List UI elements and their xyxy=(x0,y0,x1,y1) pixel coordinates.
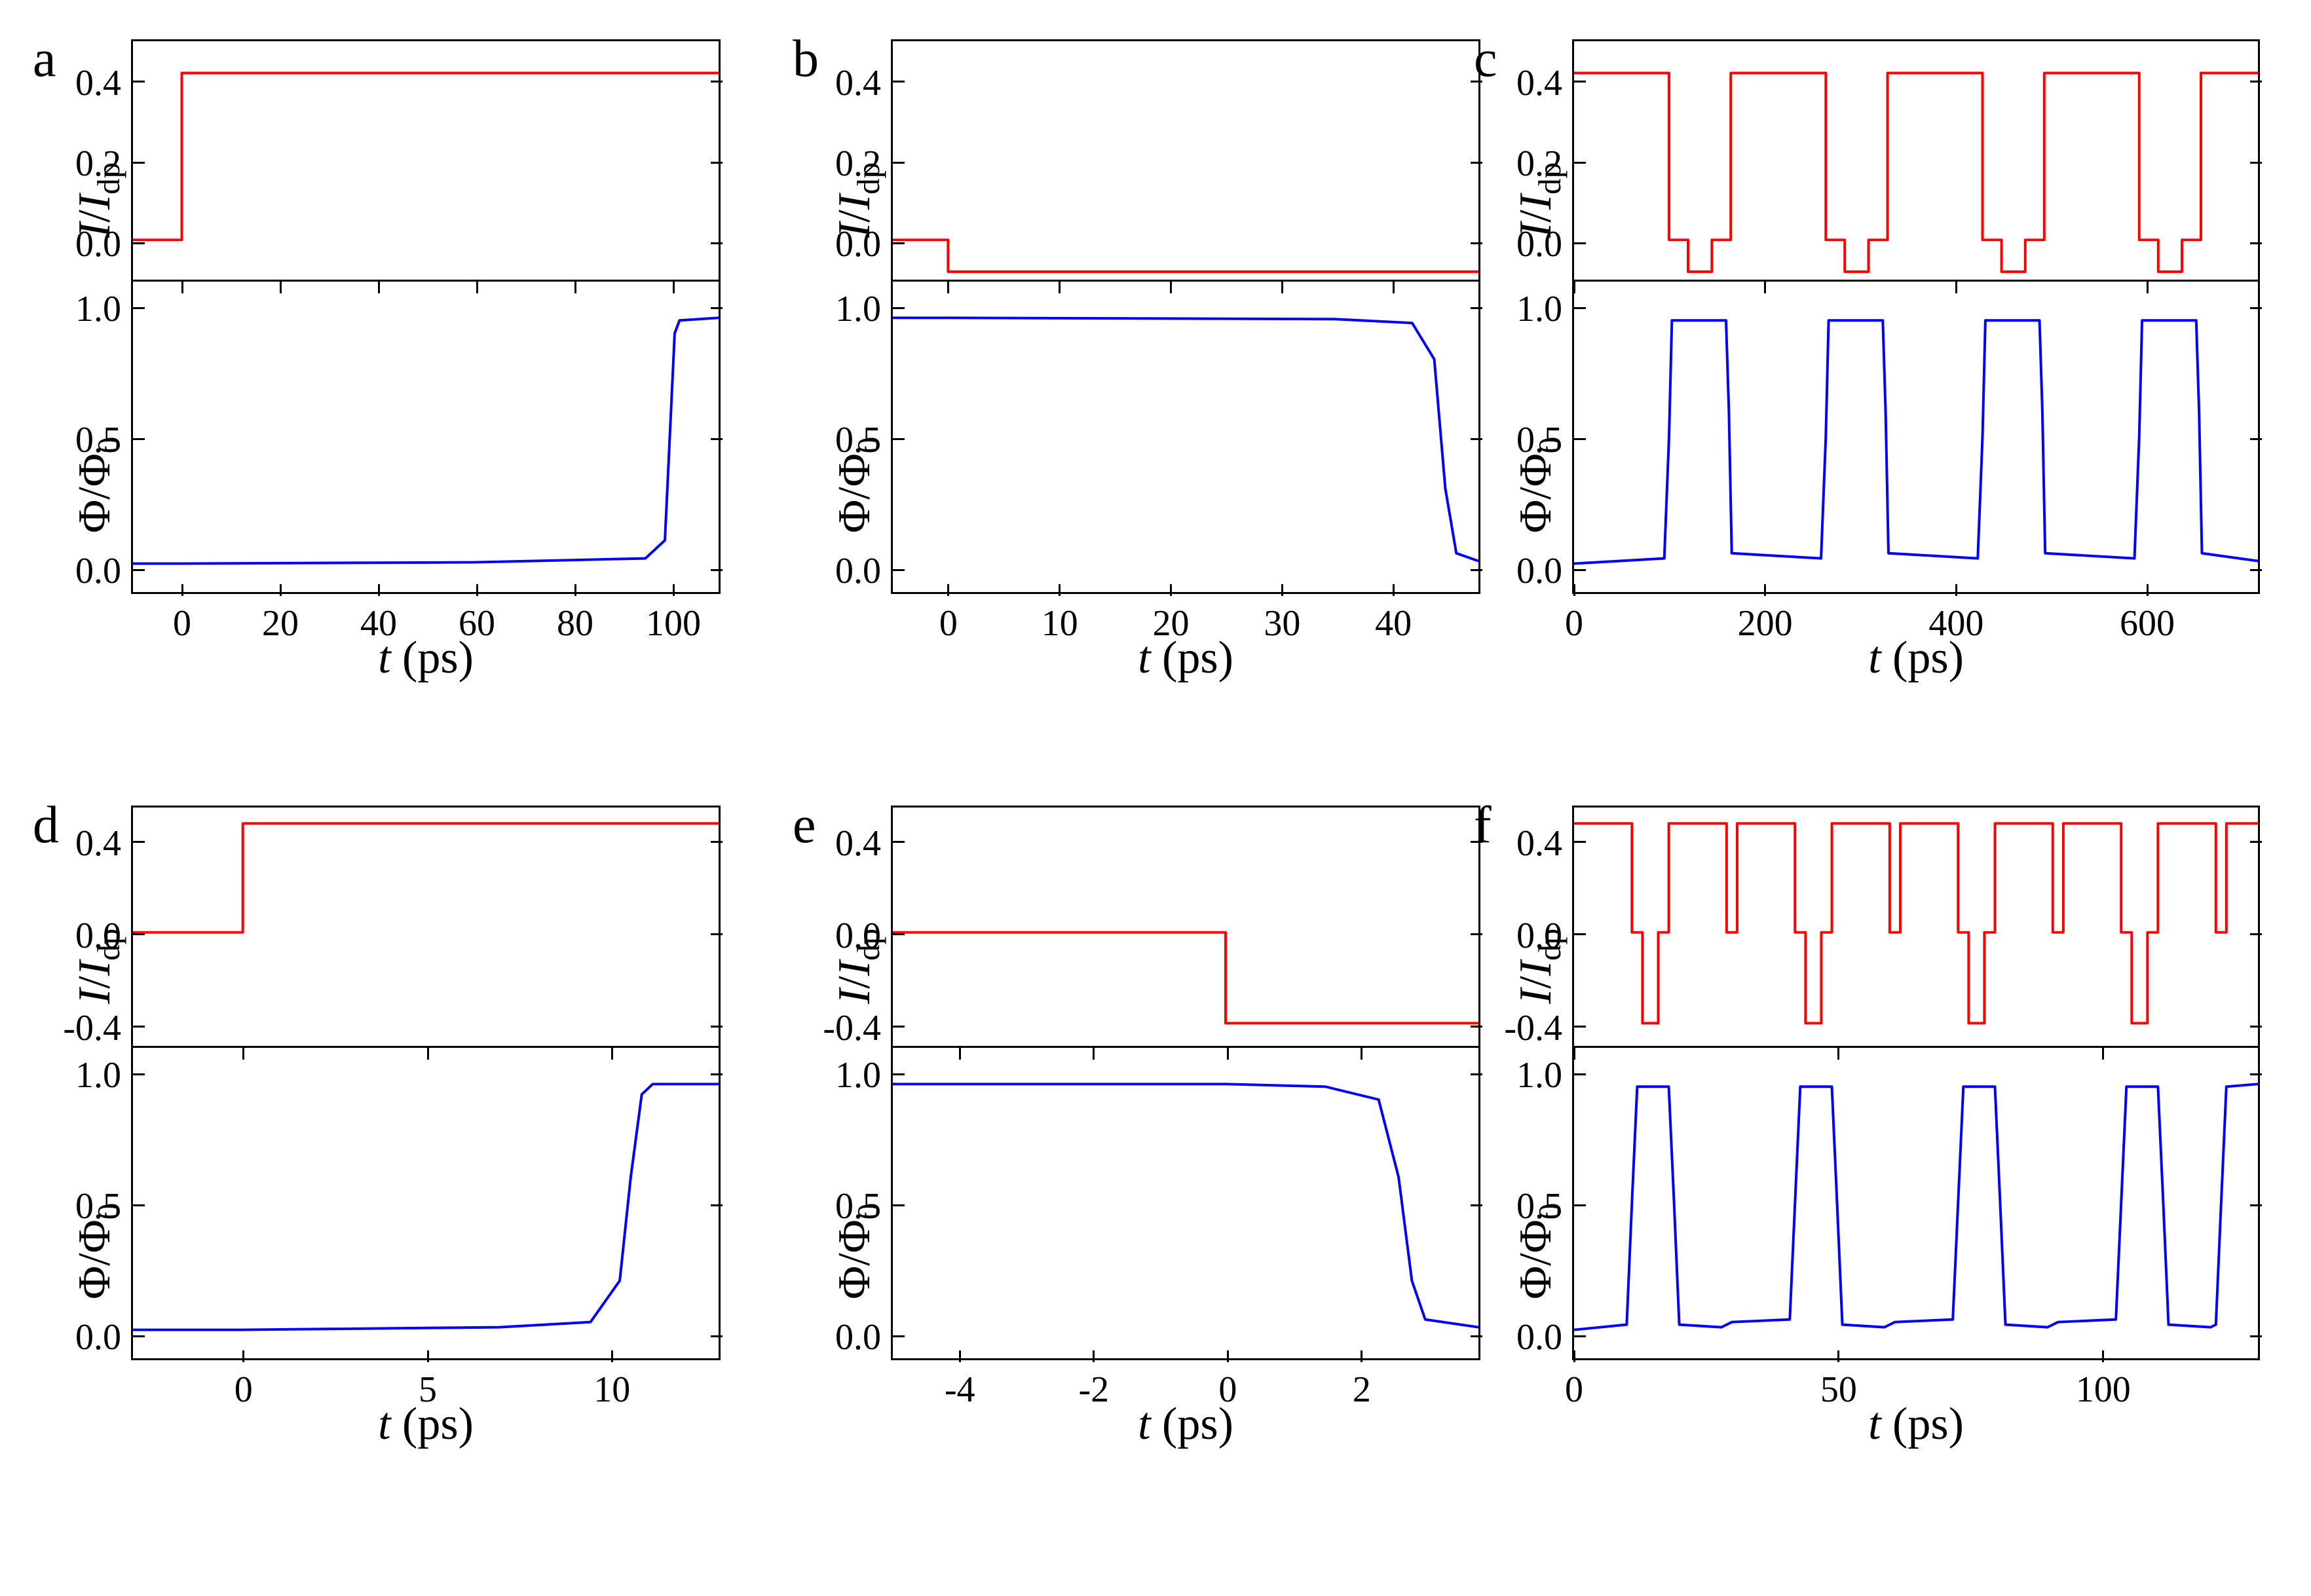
ytick-label: 0.0 xyxy=(789,1316,881,1358)
ylabel-bot-d: Φ/Φ0 xyxy=(69,1204,127,1299)
ytick-label: 1.0 xyxy=(29,1054,121,1096)
plot-bot-e: 0.00.51.0-4-202 xyxy=(891,1046,1480,1360)
ylabel-top-e: I/Idp xyxy=(829,929,887,1004)
ylabel-bot-e: Φ/Φ0 xyxy=(829,1204,887,1299)
ytick-label: 1.0 xyxy=(29,288,121,330)
plot-top-c: 0.00.20.4 xyxy=(1572,39,2260,282)
ytick-label: 1.0 xyxy=(789,288,881,330)
ytick-label: 1.0 xyxy=(1471,288,1562,330)
plot-top-b: 0.00.20.4 xyxy=(891,39,1480,282)
ytick-label: 1.0 xyxy=(1471,1054,1562,1096)
panel-letter-c: c xyxy=(1474,29,1497,89)
ylabel-top-c: I/Idp xyxy=(1510,162,1568,238)
data-trace xyxy=(133,807,719,1046)
plot-top-a: 0.00.20.4 xyxy=(131,39,721,282)
ytick-label: -0.4 xyxy=(789,1007,881,1049)
data-trace xyxy=(133,1048,719,1358)
xlabel-b: t (ps) xyxy=(891,632,1480,684)
xlabel-a: t (ps) xyxy=(131,632,721,684)
figure: 0.00.20.40.00.51.0020406080100aI/IdpΦ/Φ0… xyxy=(0,0,2311,1596)
ylabel-bot-a: Φ/Φ0 xyxy=(69,437,127,533)
plot-top-d: -0.40.00.4 xyxy=(131,806,721,1048)
plot-bot-f: 0.00.51.0050100 xyxy=(1572,1046,2260,1360)
panel-letter-a: a xyxy=(33,29,56,89)
data-trace xyxy=(893,282,1478,592)
ylabel-bot-f: Φ/Φ0 xyxy=(1510,1204,1568,1299)
data-trace xyxy=(133,41,719,280)
data-trace xyxy=(1574,1048,2258,1358)
ylabel-bot-b: Φ/Φ0 xyxy=(829,437,887,533)
ytick-label: -0.4 xyxy=(1471,1007,1562,1049)
ytick-label: 0.0 xyxy=(1471,550,1562,592)
ytick-label: 0.0 xyxy=(1471,1316,1562,1358)
data-trace xyxy=(1574,282,2258,592)
ylabel-top-d: I/Idp xyxy=(69,929,127,1004)
data-trace xyxy=(893,807,1478,1046)
panel-letter-b: b xyxy=(793,29,819,89)
plot-bot-b: 0.00.51.0010203040 xyxy=(891,280,1480,594)
panel-letter-f: f xyxy=(1474,796,1492,855)
plot-top-e: -0.40.00.4 xyxy=(891,806,1480,1048)
ylabel-top-a: I/Idp xyxy=(69,162,127,238)
data-trace xyxy=(1574,807,2258,1046)
ytick-label: 0.0 xyxy=(789,550,881,592)
ylabel-top-f: I/Idp xyxy=(1510,929,1568,1004)
ytick-label: 1.0 xyxy=(789,1054,881,1096)
data-trace xyxy=(133,282,719,592)
data-trace xyxy=(1574,41,2258,280)
xlabel-e: t (ps) xyxy=(891,1398,1480,1451)
panel-letter-e: e xyxy=(793,796,816,855)
plot-bot-d: 0.00.51.00510 xyxy=(131,1046,721,1360)
plot-bot-a: 0.00.51.0020406080100 xyxy=(131,280,721,594)
ytick-label: -0.4 xyxy=(29,1007,121,1049)
plot-top-f: -0.40.00.4 xyxy=(1572,806,2260,1048)
ylabel-top-b: I/Idp xyxy=(829,162,887,238)
ytick-label: 0.0 xyxy=(29,550,121,592)
xlabel-c: t (ps) xyxy=(1572,632,2260,684)
ylabel-bot-c: Φ/Φ0 xyxy=(1510,437,1568,533)
data-trace xyxy=(893,1048,1478,1358)
data-trace xyxy=(893,41,1478,280)
plot-bot-c: 0.00.51.00200400600 xyxy=(1572,280,2260,594)
xlabel-f: t (ps) xyxy=(1572,1398,2260,1451)
xlabel-d: t (ps) xyxy=(131,1398,721,1451)
panel-letter-d: d xyxy=(33,796,59,855)
ytick-label: 0.0 xyxy=(29,1316,121,1358)
